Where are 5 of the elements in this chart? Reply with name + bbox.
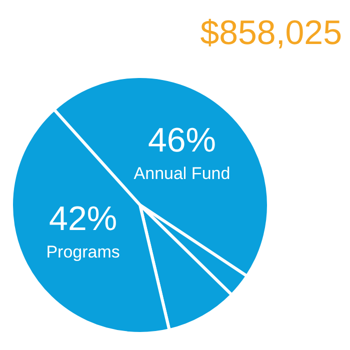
chart-title: $858,025 [200,14,342,53]
slice-label: Annual Fund [134,164,230,184]
data-label: 42% [49,200,118,238]
data-label: 46% [148,122,216,160]
slice-label: Programs [46,242,120,262]
